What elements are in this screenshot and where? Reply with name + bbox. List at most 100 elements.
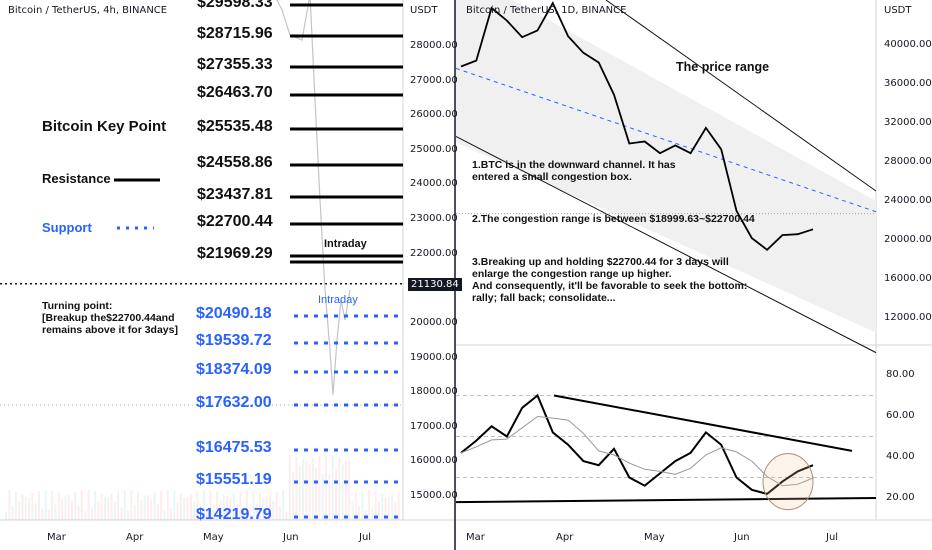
- volume-bar: [298, 466, 301, 520]
- current-price-badge: 21130.84: [408, 278, 462, 291]
- volume-bar: [100, 493, 103, 520]
- right-y-tick: 16000.00: [884, 273, 932, 284]
- volume-bar: [212, 505, 215, 520]
- volume-bar: [391, 493, 394, 520]
- volume-bar: [272, 500, 275, 520]
- resistance-level-label: $27355.33: [197, 56, 273, 73]
- note-3-line-1: 3.Breaking up and holding $22700.44 for …: [472, 256, 729, 268]
- note-1: 1.BTC is in the downward channel. It has…: [472, 159, 676, 183]
- volume-bar: [34, 503, 37, 520]
- volume-bar: [117, 491, 120, 520]
- volume-bar: [311, 458, 314, 520]
- volume-bar: [74, 491, 77, 520]
- left-chart-canvas: [0, 0, 456, 550]
- volume-bar: [137, 492, 139, 520]
- volume-bar: [377, 502, 380, 520]
- legend-resistance-label: Resistance: [42, 171, 111, 186]
- volume-bar: [28, 498, 31, 520]
- right-y-tick: 36000.00: [884, 78, 932, 89]
- left-y-tick: 17000.00: [410, 420, 458, 432]
- left-y-tick: 18000.00: [410, 386, 458, 398]
- volume-bar: [219, 500, 222, 520]
- support-level-label: $19539.72: [196, 332, 272, 349]
- volume-bar: [381, 493, 384, 520]
- volume-bar: [179, 493, 182, 520]
- resistance-level-label: $22700.44: [197, 213, 273, 230]
- volume-bar: [47, 509, 50, 520]
- volume-bar: [163, 510, 166, 520]
- right-currency-label: USDT: [884, 5, 912, 16]
- volume-bar: [259, 492, 262, 520]
- volume-bar: [354, 492, 357, 520]
- resistance-level-label: $29598.33: [197, 0, 273, 11]
- volume-bar: [338, 457, 341, 520]
- left-y-tick: 23000.00: [410, 213, 458, 225]
- indicator-ma-line: [460, 415, 814, 487]
- volume-bar: [166, 490, 169, 520]
- volume-bar: [97, 501, 100, 520]
- note-1-line-1: 1.BTC is in the downward channel. It has: [472, 159, 676, 171]
- price-range-label: The price range: [676, 60, 770, 74]
- volume-bar: [288, 455, 291, 520]
- volume-bar: [44, 490, 47, 520]
- resistance-level-label: $25535.48: [197, 118, 273, 135]
- indicator-y-tick: 80.00: [886, 369, 915, 380]
- indicator-line: [460, 393, 814, 495]
- volume-bar: [156, 504, 159, 520]
- volume-bar: [364, 510, 367, 520]
- support-level-label: $18374.09: [196, 361, 272, 378]
- support-level-label: $16475.53: [196, 439, 272, 456]
- right-y-tick: 40000.00: [884, 39, 932, 50]
- volume-bar: [335, 469, 337, 520]
- volume-bar: [150, 499, 153, 520]
- volume-bar: [239, 490, 242, 520]
- left-y-tick: 22000.00: [410, 247, 458, 259]
- volume-bar: [302, 459, 304, 520]
- volume-bar: [71, 500, 73, 520]
- volume-bar: [292, 471, 295, 520]
- volume-bar: [18, 501, 21, 520]
- legend-support-label: Support: [42, 220, 92, 235]
- right-y-tick: 24000.00: [884, 195, 932, 206]
- volume-bar: [203, 490, 205, 520]
- right-x-tick: Jun: [734, 532, 750, 543]
- volume-bar: [123, 490, 126, 520]
- volume-bar: [249, 509, 252, 520]
- volume-bar: [57, 492, 60, 520]
- volume-bar: [127, 510, 130, 520]
- volume-bar: [374, 491, 377, 520]
- volume-bar: [216, 491, 219, 520]
- support-level-label: $15551.19: [196, 471, 272, 488]
- volume-bar: [51, 490, 54, 520]
- volume-bar: [242, 509, 245, 520]
- volume-bar: [387, 497, 390, 520]
- right-y-tick: 12000.00: [884, 312, 932, 323]
- legend-heading: Bitcoin Key Point: [42, 118, 167, 135]
- volume-bar: [189, 494, 192, 520]
- note-3-line-4: rally; fall back; consolidate...: [472, 292, 616, 304]
- left-y-tick: 27000.00: [410, 74, 458, 86]
- volume-bar: [206, 511, 209, 520]
- volume-bar: [361, 490, 364, 520]
- right-chart-title: Bitcoin / TetherUS, 1D, BINANCE: [466, 5, 627, 16]
- volume-bar: [368, 490, 370, 520]
- left-y-tick: 20000.00: [410, 316, 458, 328]
- volume-bar: [209, 490, 212, 520]
- volume-bar: [351, 500, 354, 520]
- volume-bar: [295, 456, 298, 520]
- volume-bar: [61, 499, 64, 520]
- volume-bar: [113, 502, 116, 520]
- volume-bar: [90, 507, 93, 520]
- volume-bar: [262, 498, 265, 520]
- right-y-tick: 32000.00: [884, 117, 932, 128]
- volume-bar: [331, 455, 334, 520]
- left-y-tick: 15000.00: [410, 490, 458, 501]
- resistance-level-label: $23437.81: [197, 186, 273, 203]
- left-chart-title: Bitcoin / TetherUS, 4h, BINANCE: [8, 5, 168, 16]
- volume-bar: [64, 495, 67, 520]
- volume-bar: [143, 495, 146, 520]
- left-y-tick: 24000.00: [410, 178, 458, 190]
- volume-bar: [255, 503, 258, 520]
- volume-bar: [24, 496, 27, 520]
- volume-bar: [384, 497, 387, 520]
